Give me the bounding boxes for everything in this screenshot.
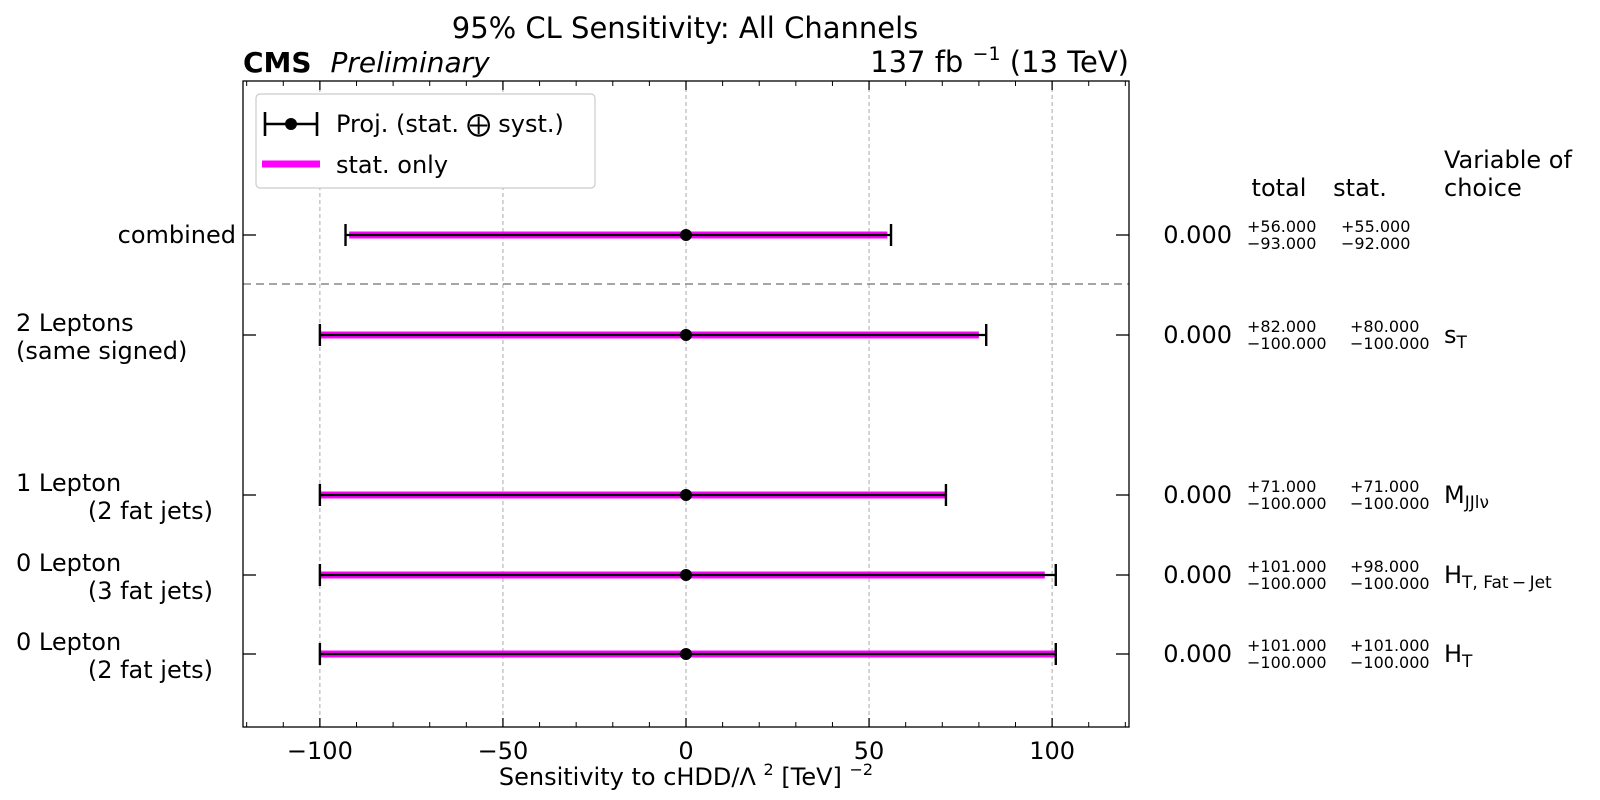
x-tick-label: 100 xyxy=(1029,737,1075,765)
total-down-value: −100.000 xyxy=(1247,494,1327,513)
stat-up-value: +55.000 xyxy=(1341,217,1410,236)
row-group: combined 0.000 +56.000−93.000 +55.000−92.00… xyxy=(118,217,1411,253)
stat-up-value: +80.000 xyxy=(1350,317,1419,336)
stat-up-value: +71.000 xyxy=(1350,477,1419,496)
experiment-label: CMS Preliminary xyxy=(243,46,490,79)
x-tick-label: −100 xyxy=(287,737,353,765)
variable-sub: T xyxy=(1456,333,1468,353)
stat-down-value: −100.000 xyxy=(1350,653,1430,672)
chart-title: 95% CL Sensitivity: All Channels xyxy=(452,11,919,45)
lumi-value: 137 fb xyxy=(870,45,963,79)
stat-down-value: −100.000 xyxy=(1350,494,1430,513)
legend-label-stat: stat. only xyxy=(336,151,448,179)
row-label-line1: 0 Lepton xyxy=(16,549,121,577)
row-label-line2: (2 fat jets) xyxy=(88,497,213,525)
total-down-value: −93.000 xyxy=(1247,234,1316,253)
variable-sub: T xyxy=(1461,652,1473,672)
center-value: 0.000 xyxy=(1163,481,1232,509)
status-label: Preliminary xyxy=(330,46,490,79)
row-group: 0 Lepton(3 fat jets)0.000 +101.000−100.00… xyxy=(16,549,1552,605)
lumi-suffix: (13 TeV) xyxy=(1010,45,1129,79)
variable-label: HT, Fat − Jet xyxy=(1444,561,1552,593)
variable-main: H xyxy=(1444,561,1462,589)
stat-up-value: +101.000 xyxy=(1350,636,1430,655)
row-label-line1: 0 Lepton xyxy=(16,628,121,656)
row-label-line2: (2 fat jets) xyxy=(88,656,213,684)
variable-label: HT xyxy=(1444,640,1473,672)
legend-marker-proj xyxy=(263,112,319,136)
total-up-value: +101.000 xyxy=(1247,636,1327,655)
total-up-value: +101.000 xyxy=(1247,557,1327,576)
column-header-stat: stat. xyxy=(1333,174,1387,202)
row-label-line1: 2 Leptons xyxy=(16,309,134,337)
central-point xyxy=(680,648,692,660)
legend-label-proj: Proj. (stat. ⨁ syst.) xyxy=(336,110,564,138)
lumi-label: 137 fb −1 (13 TeV) xyxy=(870,33,1129,79)
row-group: 0 Lepton(2 fat jets)0.000 +101.000−100.00… xyxy=(16,628,1473,684)
variable-header-line1: Variable of xyxy=(1444,146,1572,174)
row-group: 1 Lepton(2 fat jets)0.000 +71.000−100.000… xyxy=(16,469,1489,525)
rows-layer: combined 0.000 +56.000−93.000 +55.000−92.00… xyxy=(16,217,1552,684)
variable-sub: T, Fat − Jet xyxy=(1461,573,1552,593)
x-tick-label: 50 xyxy=(854,737,885,765)
x-tick-label: −50 xyxy=(478,737,529,765)
stat-down-value: −100.000 xyxy=(1350,574,1430,593)
central-point xyxy=(680,229,692,241)
total-up-value: +71.000 xyxy=(1247,477,1316,496)
total-down-value: −100.000 xyxy=(1247,574,1327,593)
x-axis-title-exp: −2 xyxy=(850,760,874,779)
plot-frame xyxy=(242,80,1130,728)
column-header-variable: Variable of choice xyxy=(1444,146,1572,202)
x-tick-label: 0 xyxy=(678,737,693,765)
center-value: 0.000 xyxy=(1163,640,1232,668)
stat-down-value: −92.000 xyxy=(1341,234,1410,253)
center-value: 0.000 xyxy=(1163,561,1232,589)
central-point xyxy=(680,569,692,581)
x-axis-title-sq: 2 xyxy=(764,760,774,779)
row-label-line1: 1 Lepton xyxy=(16,469,121,497)
stat-down-value: −100.000 xyxy=(1350,334,1430,353)
variable-label: sT xyxy=(1444,321,1468,353)
variable-label: MJJlν xyxy=(1444,481,1489,513)
variable-sub: JJlν xyxy=(1464,493,1489,513)
variable-main: M xyxy=(1444,481,1465,509)
stat-up-value: +98.000 xyxy=(1350,557,1419,576)
ticks-layer: −100 −50 0 50 100 xyxy=(246,81,1126,765)
row-label: combined xyxy=(118,221,236,249)
row-group: 2 Leptons(same signed)0.000 +82.000−100.0… xyxy=(16,309,1468,365)
variable-main: s xyxy=(1444,321,1457,349)
legend-box xyxy=(255,93,596,189)
total-down-value: −100.000 xyxy=(1247,334,1327,353)
x-axis-title-unit: [TeV] xyxy=(781,763,842,791)
total-down-value: −100.000 xyxy=(1247,653,1327,672)
total-up-value: +82.000 xyxy=(1247,317,1316,336)
lumi-exponent: −1 xyxy=(973,43,1001,65)
central-point xyxy=(680,489,692,501)
column-header-total: total xyxy=(1252,174,1307,202)
variable-header-line2: choice xyxy=(1444,174,1522,202)
variable-main: H xyxy=(1444,640,1462,668)
central-point xyxy=(680,329,692,341)
x-axis-title-main: Sensitivity to cHDD/Λ xyxy=(499,763,757,791)
experiment-name: CMS xyxy=(243,46,312,79)
row-label-line2: (3 fat jets) xyxy=(88,577,213,605)
x-axis-title: Sensitivity to cHDD/Λ 2 [TeV] −2 xyxy=(499,753,873,791)
row-label-line2: (same signed) xyxy=(16,337,187,365)
center-value: 0.000 xyxy=(1163,221,1232,249)
total-up-value: +56.000 xyxy=(1247,217,1316,236)
grid-layer xyxy=(319,81,1053,727)
center-value: 0.000 xyxy=(1163,321,1232,349)
legend: Proj. (stat. ⨁ syst.) stat. only xyxy=(255,93,596,189)
